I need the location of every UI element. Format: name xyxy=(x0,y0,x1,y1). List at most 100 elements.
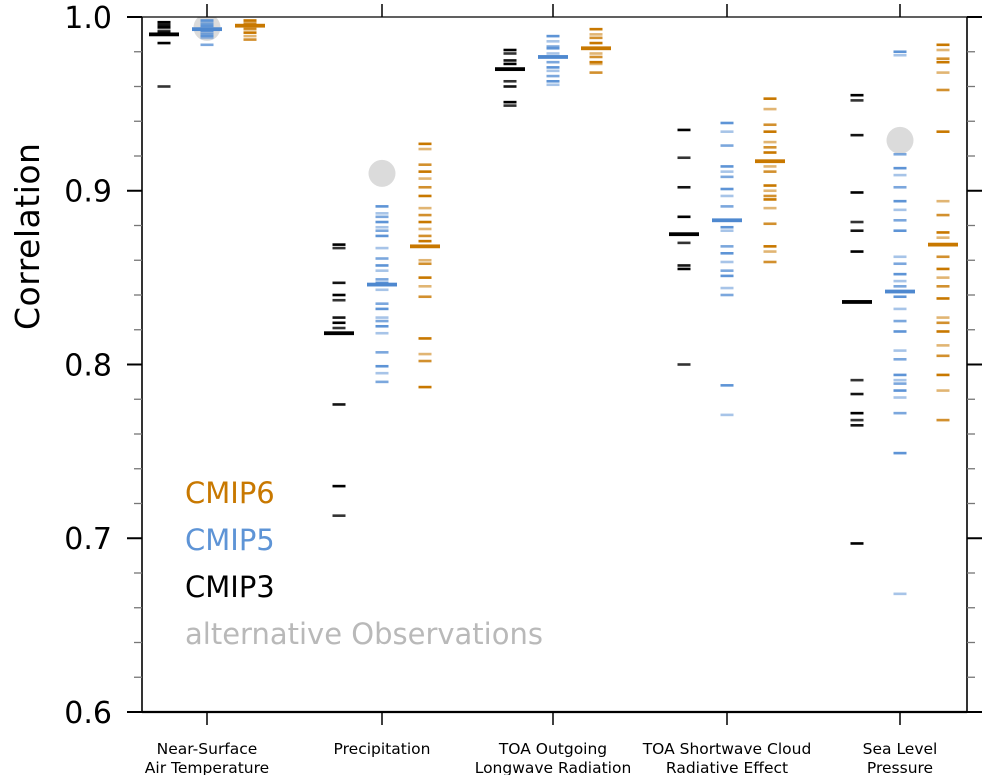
model-dash xyxy=(936,389,950,392)
model-dash xyxy=(850,542,864,545)
model-dash xyxy=(677,267,691,271)
series-cmip3 xyxy=(149,20,872,545)
x-category-label: Longwave Radiation xyxy=(475,759,632,775)
model-dash xyxy=(720,165,734,168)
model-dash xyxy=(332,316,346,319)
model-dash xyxy=(200,34,214,38)
model-dash xyxy=(503,85,517,88)
model-dash xyxy=(893,307,907,311)
model-dash xyxy=(720,144,734,147)
model-dash xyxy=(418,163,432,166)
model-dash xyxy=(589,27,603,31)
model-dash xyxy=(677,241,691,245)
model-dash xyxy=(418,142,432,146)
model-dash xyxy=(936,213,950,217)
model-dash xyxy=(763,250,777,253)
model-dash xyxy=(200,36,214,40)
model-dash xyxy=(418,276,432,279)
model-dash xyxy=(763,130,777,133)
x-category-label: Pressure xyxy=(867,759,933,775)
model-dash xyxy=(720,384,734,387)
model-dash xyxy=(936,297,950,300)
model-dash xyxy=(546,60,560,64)
model-dash xyxy=(850,418,864,422)
model-dash xyxy=(677,156,691,160)
model-dash xyxy=(375,319,389,323)
x-category-label: TOA Outgoing xyxy=(498,740,607,758)
model-dash xyxy=(720,121,734,125)
legend-item-cmip5: CMIP5 xyxy=(185,523,275,557)
ensemble-mean-line xyxy=(324,331,354,336)
model-dash xyxy=(157,41,171,45)
model-dash xyxy=(332,281,346,285)
model-dash xyxy=(763,151,777,154)
model-dash xyxy=(936,43,950,47)
model-dash xyxy=(893,218,907,222)
model-dash xyxy=(375,331,389,335)
model-dash xyxy=(720,225,734,229)
model-dash xyxy=(893,592,907,596)
model-dash xyxy=(546,34,560,38)
model-dash xyxy=(763,146,777,149)
model-dash xyxy=(503,48,517,52)
model-dash xyxy=(418,239,432,243)
model-dash xyxy=(589,71,603,74)
model-dash xyxy=(589,52,603,55)
model-dash xyxy=(893,330,907,333)
model-dash xyxy=(720,229,734,233)
model-dash xyxy=(418,170,432,173)
model-dash xyxy=(589,55,603,59)
ensemble-mean-line xyxy=(885,289,915,294)
model-dash xyxy=(375,229,389,233)
model-dash xyxy=(936,236,950,239)
model-dash xyxy=(332,326,346,330)
model-dash xyxy=(546,83,560,87)
model-dash xyxy=(332,298,346,302)
model-dash xyxy=(893,208,907,212)
model-dash xyxy=(850,133,864,137)
model-dash xyxy=(375,220,389,224)
model-dash xyxy=(893,451,907,455)
model-dash xyxy=(418,385,432,389)
model-dash xyxy=(375,212,389,215)
model-dash xyxy=(850,378,864,382)
model-dash xyxy=(375,257,389,260)
model-dash xyxy=(936,316,950,319)
model-dash xyxy=(200,19,214,22)
y-tick-label: 0.9 xyxy=(64,175,112,210)
model-dash xyxy=(546,52,560,55)
model-dash xyxy=(763,222,777,226)
x-category-label: Air Temperature xyxy=(145,759,269,775)
model-dash xyxy=(936,418,950,422)
model-dash xyxy=(418,147,432,151)
model-dash xyxy=(332,321,346,325)
model-dash xyxy=(375,246,389,250)
model-dash xyxy=(936,199,950,203)
model-dash xyxy=(893,319,907,323)
model-dash xyxy=(893,295,907,299)
model-dash xyxy=(763,194,777,198)
model-dash xyxy=(677,363,691,366)
ensemble-mean-line xyxy=(192,27,222,32)
model-dash xyxy=(332,246,346,250)
model-dash xyxy=(418,295,432,299)
x-category-label: Precipitation xyxy=(334,740,431,758)
model-dash xyxy=(375,225,389,229)
ensemble-mean-line xyxy=(149,32,179,37)
model-dash xyxy=(418,234,432,238)
model-dash xyxy=(936,285,950,288)
model-dash xyxy=(243,34,257,38)
model-dash xyxy=(936,88,950,92)
model-dash xyxy=(200,43,214,47)
model-dash xyxy=(546,79,560,83)
model-dash xyxy=(375,278,389,281)
model-dash xyxy=(418,194,432,198)
model-dash xyxy=(893,272,907,276)
model-dash xyxy=(418,285,432,288)
model-dash xyxy=(893,396,907,399)
model-dash xyxy=(893,152,907,156)
model-dash xyxy=(936,71,950,74)
legend-item-cmip6: CMIP6 xyxy=(185,476,275,510)
model-dash xyxy=(375,364,389,368)
model-dash xyxy=(546,40,560,43)
